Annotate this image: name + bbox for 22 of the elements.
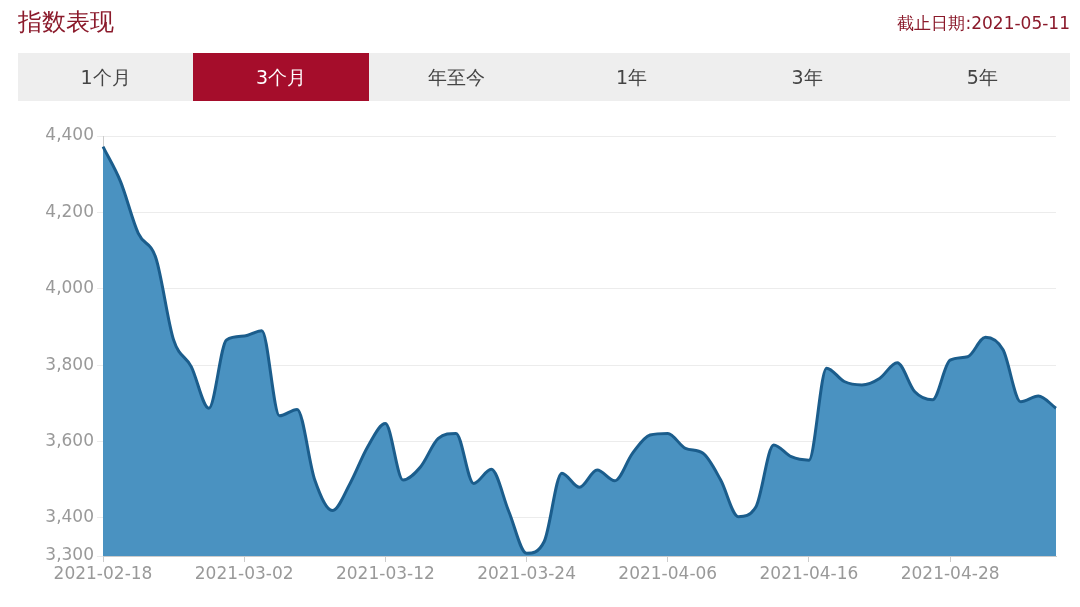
text: 1年 xyxy=(615,65,649,90)
text: 1个月 xyxy=(79,65,132,90)
x-tick-label: 2021-03-24 xyxy=(477,562,576,583)
y-tick-label: 4,000 xyxy=(45,277,94,298)
y-tick-label: 3,400 xyxy=(45,506,94,527)
x-tick-label: 2021-04-16 xyxy=(759,562,859,583)
x-tick-label: 2021-04-06 xyxy=(618,562,718,583)
text: 5年 xyxy=(965,65,999,90)
text: 3年 xyxy=(790,65,824,90)
text: 年至今 xyxy=(426,65,486,90)
text: 3个月 xyxy=(193,53,369,101)
chart-title: 指数表现 xyxy=(18,7,114,38)
text: 截止日期:2021-05-11 xyxy=(897,12,1070,35)
x-tick-label: 2021-03-02 xyxy=(194,562,294,583)
y-tick-label: 4,400 xyxy=(45,124,94,145)
x-tick-label: 2021-02-18 xyxy=(53,562,153,583)
y-tick-label: 3,600 xyxy=(45,429,94,450)
y-tick-label: 3,300 xyxy=(45,544,94,565)
y-tick-label: 3,800 xyxy=(45,353,94,374)
x-tick-label: 2021-04-28 xyxy=(900,562,1000,583)
x-tick-label: 2021-03-12 xyxy=(335,562,435,583)
y-tick-label: 4,200 xyxy=(45,200,94,221)
